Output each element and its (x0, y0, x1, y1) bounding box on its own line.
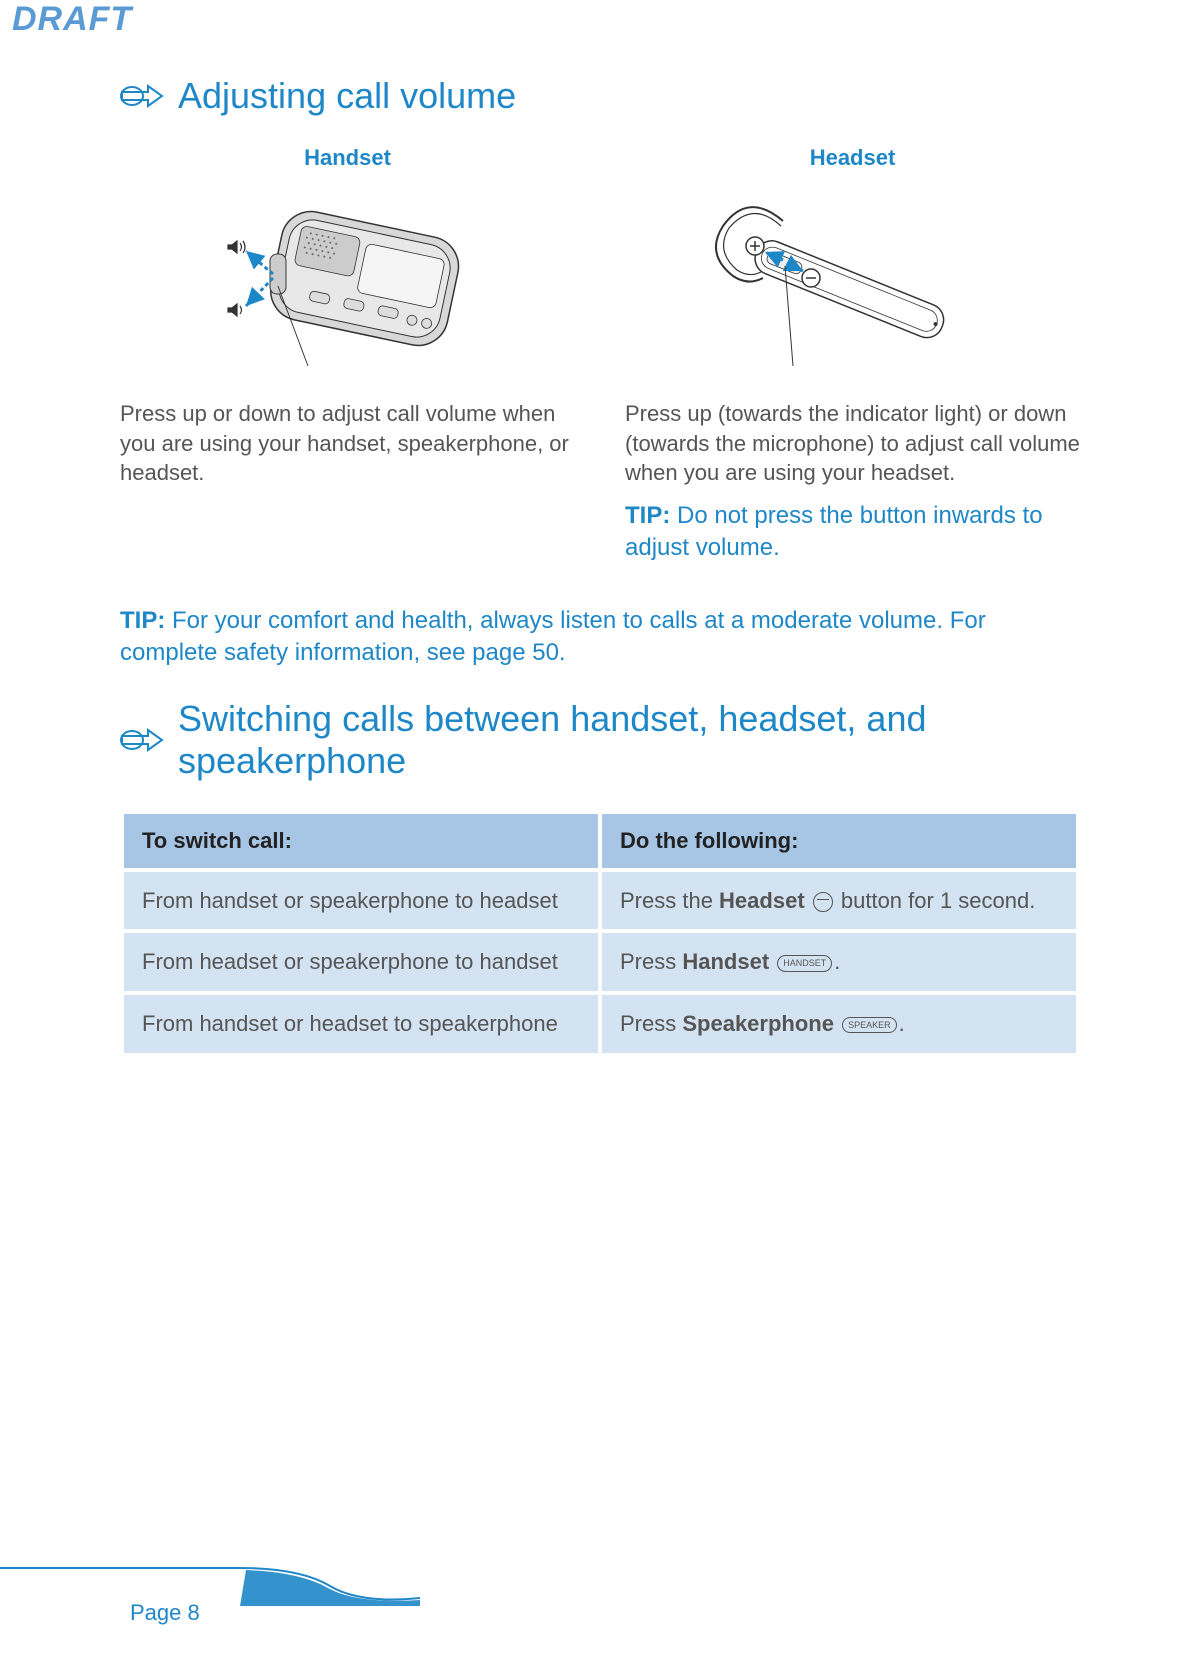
tip-label: TIP: (625, 502, 670, 529)
page-footer: Page 8 (0, 1576, 1200, 1636)
footer-curve-icon (0, 1526, 420, 1606)
section2-title: Switching calls between handset, headset… (178, 698, 1080, 782)
pointer-icon (120, 80, 164, 112)
row2-right: Press Handset HANDSET. (602, 933, 1076, 991)
page-number: Page 8 (130, 1600, 200, 1626)
tip-text: Do not press the button inwards to adjus… (625, 502, 1043, 561)
headset-illustration (625, 181, 1080, 381)
section1-title: Adjusting call volume (178, 75, 516, 117)
pointer-icon (120, 724, 164, 756)
headset-label: Headset (625, 145, 1080, 171)
headset-tip: TIP: Do not press the button inwards to … (625, 500, 1080, 565)
table-row: From headset or speakerphone to handset … (124, 933, 1076, 991)
headset-desc: Press up (towards the indicator light) o… (625, 399, 1080, 488)
row3-left: From handset or headset to speakerphone (124, 995, 598, 1053)
page-content: Adjusting call volume Handset (0, 0, 1200, 1057)
main-tip-text: For your comfort and health, always list… (120, 607, 986, 666)
main-tip: TIP: For your comfort and health, always… (120, 605, 1080, 670)
draft-watermark: DRAFT (12, 0, 132, 39)
headset-button-icon (813, 892, 833, 912)
handset-button-icon: HANDSET (777, 955, 832, 971)
handset-illustration (120, 181, 575, 381)
handset-desc: Press up or down to adjust call volume w… (120, 399, 575, 488)
section2-heading: Switching calls between handset, headset… (120, 698, 1080, 782)
row3-right: Press Speakerphone SPEAKER. (602, 995, 1076, 1053)
main-tip-label: TIP: (120, 607, 165, 634)
row1-left: From handset or speakerphone to headset (124, 872, 598, 930)
handset-label: Handset (120, 145, 575, 171)
row2-left: From headset or speakerphone to handset (124, 933, 598, 991)
section1-heading: Adjusting call volume (120, 75, 1080, 117)
table-row: From handset or speakerphone to headset … (124, 872, 1076, 930)
headset-column: Headset (625, 145, 1080, 565)
speaker-button-icon: SPEAKER (842, 1017, 897, 1033)
switch-call-table: To switch call: Do the following: From h… (120, 810, 1080, 1057)
volume-columns: Handset (120, 145, 1080, 565)
table-header-left: To switch call: (124, 814, 598, 868)
table-header-right: Do the following: (602, 814, 1076, 868)
handset-column: Handset (120, 145, 575, 565)
table-row: From handset or headset to speakerphone … (124, 995, 1076, 1053)
row1-right: Press the Headset button for 1 second. (602, 872, 1076, 930)
